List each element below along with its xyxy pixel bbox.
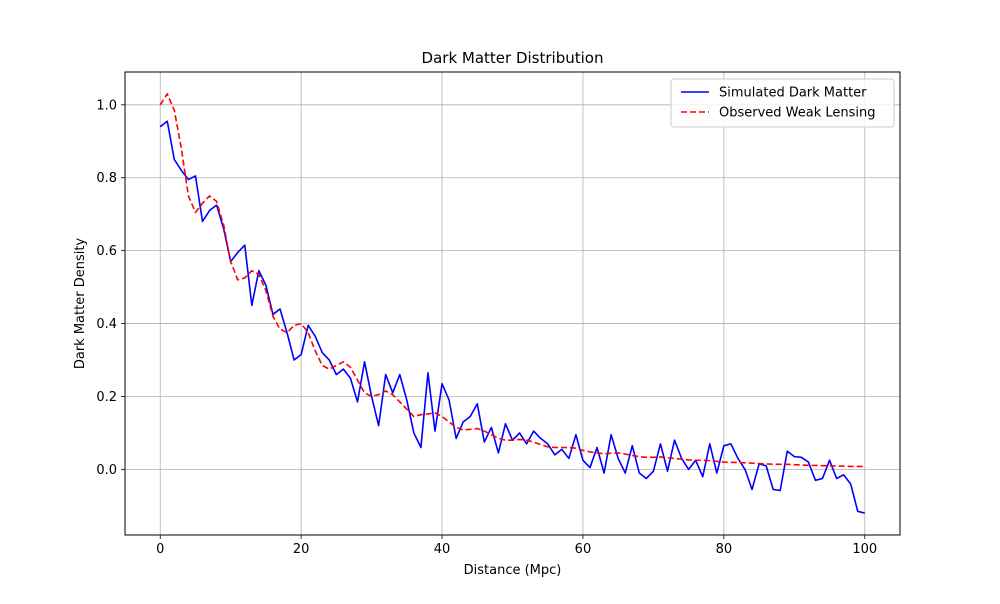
- y-tick-label: 0.2: [96, 390, 117, 405]
- series-line-observed-weak-lensing: [159, 93, 865, 468]
- y-tick-label: 0.4: [96, 317, 117, 332]
- legend: Simulated Dark Matter Observed Weak Lens…: [670, 78, 895, 128]
- x-tick-label: 40: [434, 542, 451, 557]
- plot-frame: [124, 71, 901, 536]
- y-axis-label: Dark Matter Density: [73, 238, 88, 370]
- x-tick-label: 0: [156, 542, 164, 557]
- y-tick-label: 1.0: [96, 98, 117, 113]
- legend-label-simulated: Simulated Dark Matter: [719, 86, 867, 101]
- legend-box: [670, 78, 895, 128]
- series-lines: [159, 93, 865, 514]
- gridlines: [125, 72, 900, 535]
- chart-title: Dark Matter Distribution: [422, 49, 604, 67]
- x-tick-label: 100: [852, 542, 877, 557]
- x-axis-label: Distance (Mpc): [464, 563, 562, 578]
- x-tick-label: 80: [716, 542, 733, 557]
- y-tick-label: 0.6: [96, 244, 117, 259]
- y-tick-label: 0.8: [96, 171, 117, 186]
- legend-label-observed: Observed Weak Lensing: [719, 106, 876, 121]
- y-tick-label: 0.0: [96, 463, 117, 478]
- x-tick-label: 60: [575, 542, 592, 557]
- x-tick-label: 20: [293, 542, 310, 557]
- axis-ticks: 0 20 40 60 80 100 0.0 0.2 0.4 0.6 0.8 1.0: [96, 98, 877, 557]
